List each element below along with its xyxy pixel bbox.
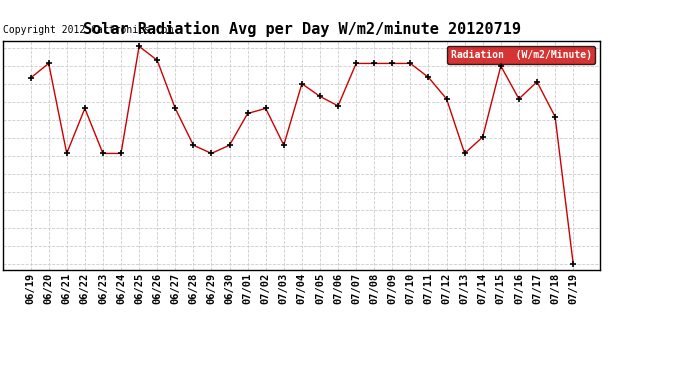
Legend: Radiation  (W/m2/Minute): Radiation (W/m2/Minute)	[446, 46, 595, 64]
Text: Copyright 2012 Cartronics.com: Copyright 2012 Cartronics.com	[3, 25, 174, 35]
Title: Solar Radiation Avg per Day W/m2/minute 20120719: Solar Radiation Avg per Day W/m2/minute …	[83, 21, 521, 37]
